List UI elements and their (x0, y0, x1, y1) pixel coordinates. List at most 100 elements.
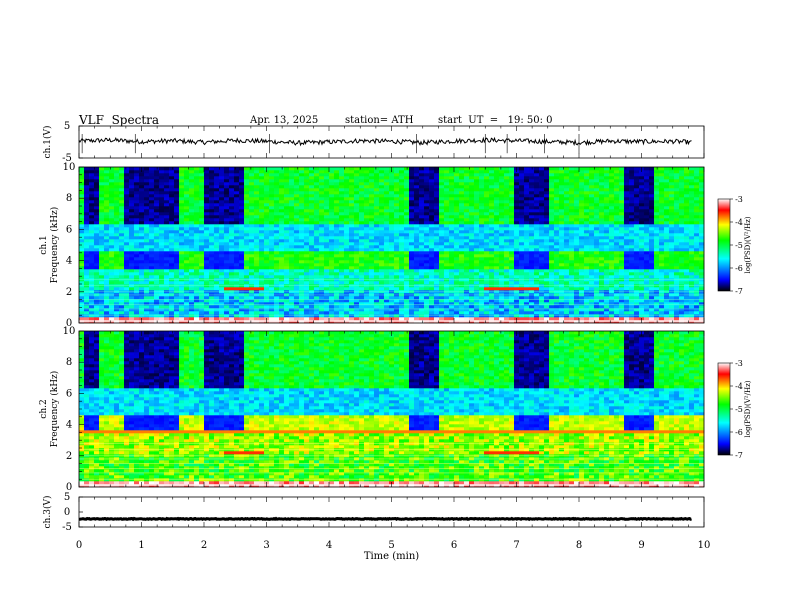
spectrogram-cell (89, 170, 95, 174)
spectrogram-cell (474, 176, 480, 180)
spectrogram-cell (344, 308, 350, 312)
spectrogram-cell (134, 320, 140, 324)
spectrogram-cell (529, 296, 535, 300)
spectrogram-cell (379, 266, 385, 270)
spectrogram-cell (334, 254, 340, 258)
spectrogram-cell (289, 320, 295, 324)
spectrogram-cell (394, 179, 400, 183)
spectrogram-cell (259, 230, 265, 234)
spectrogram-cell (414, 197, 420, 201)
spectrogram-cell (269, 281, 275, 285)
spectrogram-cell (184, 239, 190, 243)
spectrogram-cell (209, 215, 215, 219)
spectrogram-cell (374, 167, 380, 171)
spectrogram-cell (549, 272, 555, 276)
spectrogram-cell (439, 302, 445, 306)
spectrogram-cell (464, 269, 470, 273)
spectrogram-cell (409, 314, 415, 318)
spectrogram-cell (524, 212, 530, 216)
spectrogram-cell (229, 188, 235, 192)
spectrogram-cell (424, 224, 430, 228)
spectrogram-cell (269, 245, 275, 249)
spectrogram-cell (219, 224, 225, 228)
spectrogram-cell (319, 311, 325, 315)
spectrogram-cell (104, 245, 110, 249)
spectrogram-cell (79, 203, 85, 207)
spectrogram-cell (519, 302, 525, 306)
spectrogram-cell (174, 215, 180, 219)
spectrogram-cell (399, 167, 405, 171)
spectrogram-cell (144, 266, 150, 270)
spectrogram-cell (99, 224, 105, 228)
spectrogram-cell (174, 176, 180, 180)
spectrogram-cell (309, 218, 315, 222)
spectrogram-cell (364, 266, 370, 270)
spectrogram-cell (214, 224, 220, 228)
spectrogram-cell (279, 296, 285, 300)
spectrogram-cell (259, 200, 265, 204)
spectrogram-cell (409, 227, 415, 231)
spectrogram-cell (549, 320, 555, 324)
spectrogram-cell (544, 230, 550, 234)
spectrogram-cell (199, 257, 205, 261)
spectrogram-cell (189, 176, 195, 180)
spectrogram-cell (464, 308, 470, 312)
spectrogram-cell (254, 242, 260, 246)
spectrogram-cell (229, 224, 235, 228)
spectrogram-cell (279, 206, 285, 210)
spectrogram-cell (324, 269, 330, 273)
spectrogram-cell (209, 212, 215, 216)
spectrogram-cell (374, 224, 380, 228)
spectrogram-cell (269, 263, 275, 267)
spectrogram-cell (519, 197, 525, 201)
spectrogram-cell (359, 182, 365, 186)
spectrogram-cell (229, 317, 235, 321)
spectrogram-cell (139, 191, 145, 195)
spectrogram-cell (429, 197, 435, 201)
spectrogram-cell (84, 227, 90, 231)
spectrogram-cell (294, 260, 300, 264)
spectrogram-cell (189, 191, 195, 195)
spectrogram-cell (549, 245, 555, 249)
spectrogram-cell (264, 185, 270, 189)
spectrogram-cell (459, 173, 465, 177)
spectrogram-cell (374, 314, 380, 318)
spectrogram-cell (284, 233, 290, 237)
spectrogram-cell (274, 302, 280, 306)
spectrogram-cell (369, 254, 375, 258)
spectrogram-cell (399, 320, 405, 324)
spectrogram-cell (169, 173, 175, 177)
spectrogram-cell (204, 173, 210, 177)
spectrogram-cell (369, 305, 375, 309)
spectrogram-cell (289, 224, 295, 228)
spectrogram-cell (489, 173, 495, 177)
spectrogram-cell (149, 218, 155, 222)
spectrogram-cell (99, 176, 105, 180)
spectrogram-cell (499, 179, 505, 183)
spectrogram-cell (449, 188, 455, 192)
spectrogram-cell (389, 302, 395, 306)
spectrogram-cell (234, 218, 240, 222)
spectrogram-cell (294, 236, 300, 240)
spectrogram-cell (539, 275, 545, 279)
spectrogram-cell (244, 278, 250, 282)
spectrogram-cell (359, 239, 365, 243)
spectrogram-cell (279, 275, 285, 279)
spectrogram-cell (454, 278, 460, 282)
spectrogram-cell (319, 170, 325, 174)
spectrogram-cell (224, 167, 230, 171)
spectrogram-cell (319, 227, 325, 231)
spectrogram-cell (114, 272, 120, 276)
spectrogram-cell (359, 191, 365, 195)
spectrogram-cell (254, 194, 260, 198)
spectrogram-cell (209, 176, 215, 180)
spectrogram-cell (79, 317, 85, 321)
spectrogram-cell (319, 287, 325, 291)
spectrogram-cell (489, 209, 495, 213)
spectrogram-cell (354, 188, 360, 192)
spectrogram-cell (354, 242, 360, 246)
spectrogram-cell (529, 236, 535, 240)
spectrogram-cell (404, 233, 410, 237)
spectrogram-cell (349, 233, 355, 237)
spectrogram-cell (149, 221, 155, 225)
